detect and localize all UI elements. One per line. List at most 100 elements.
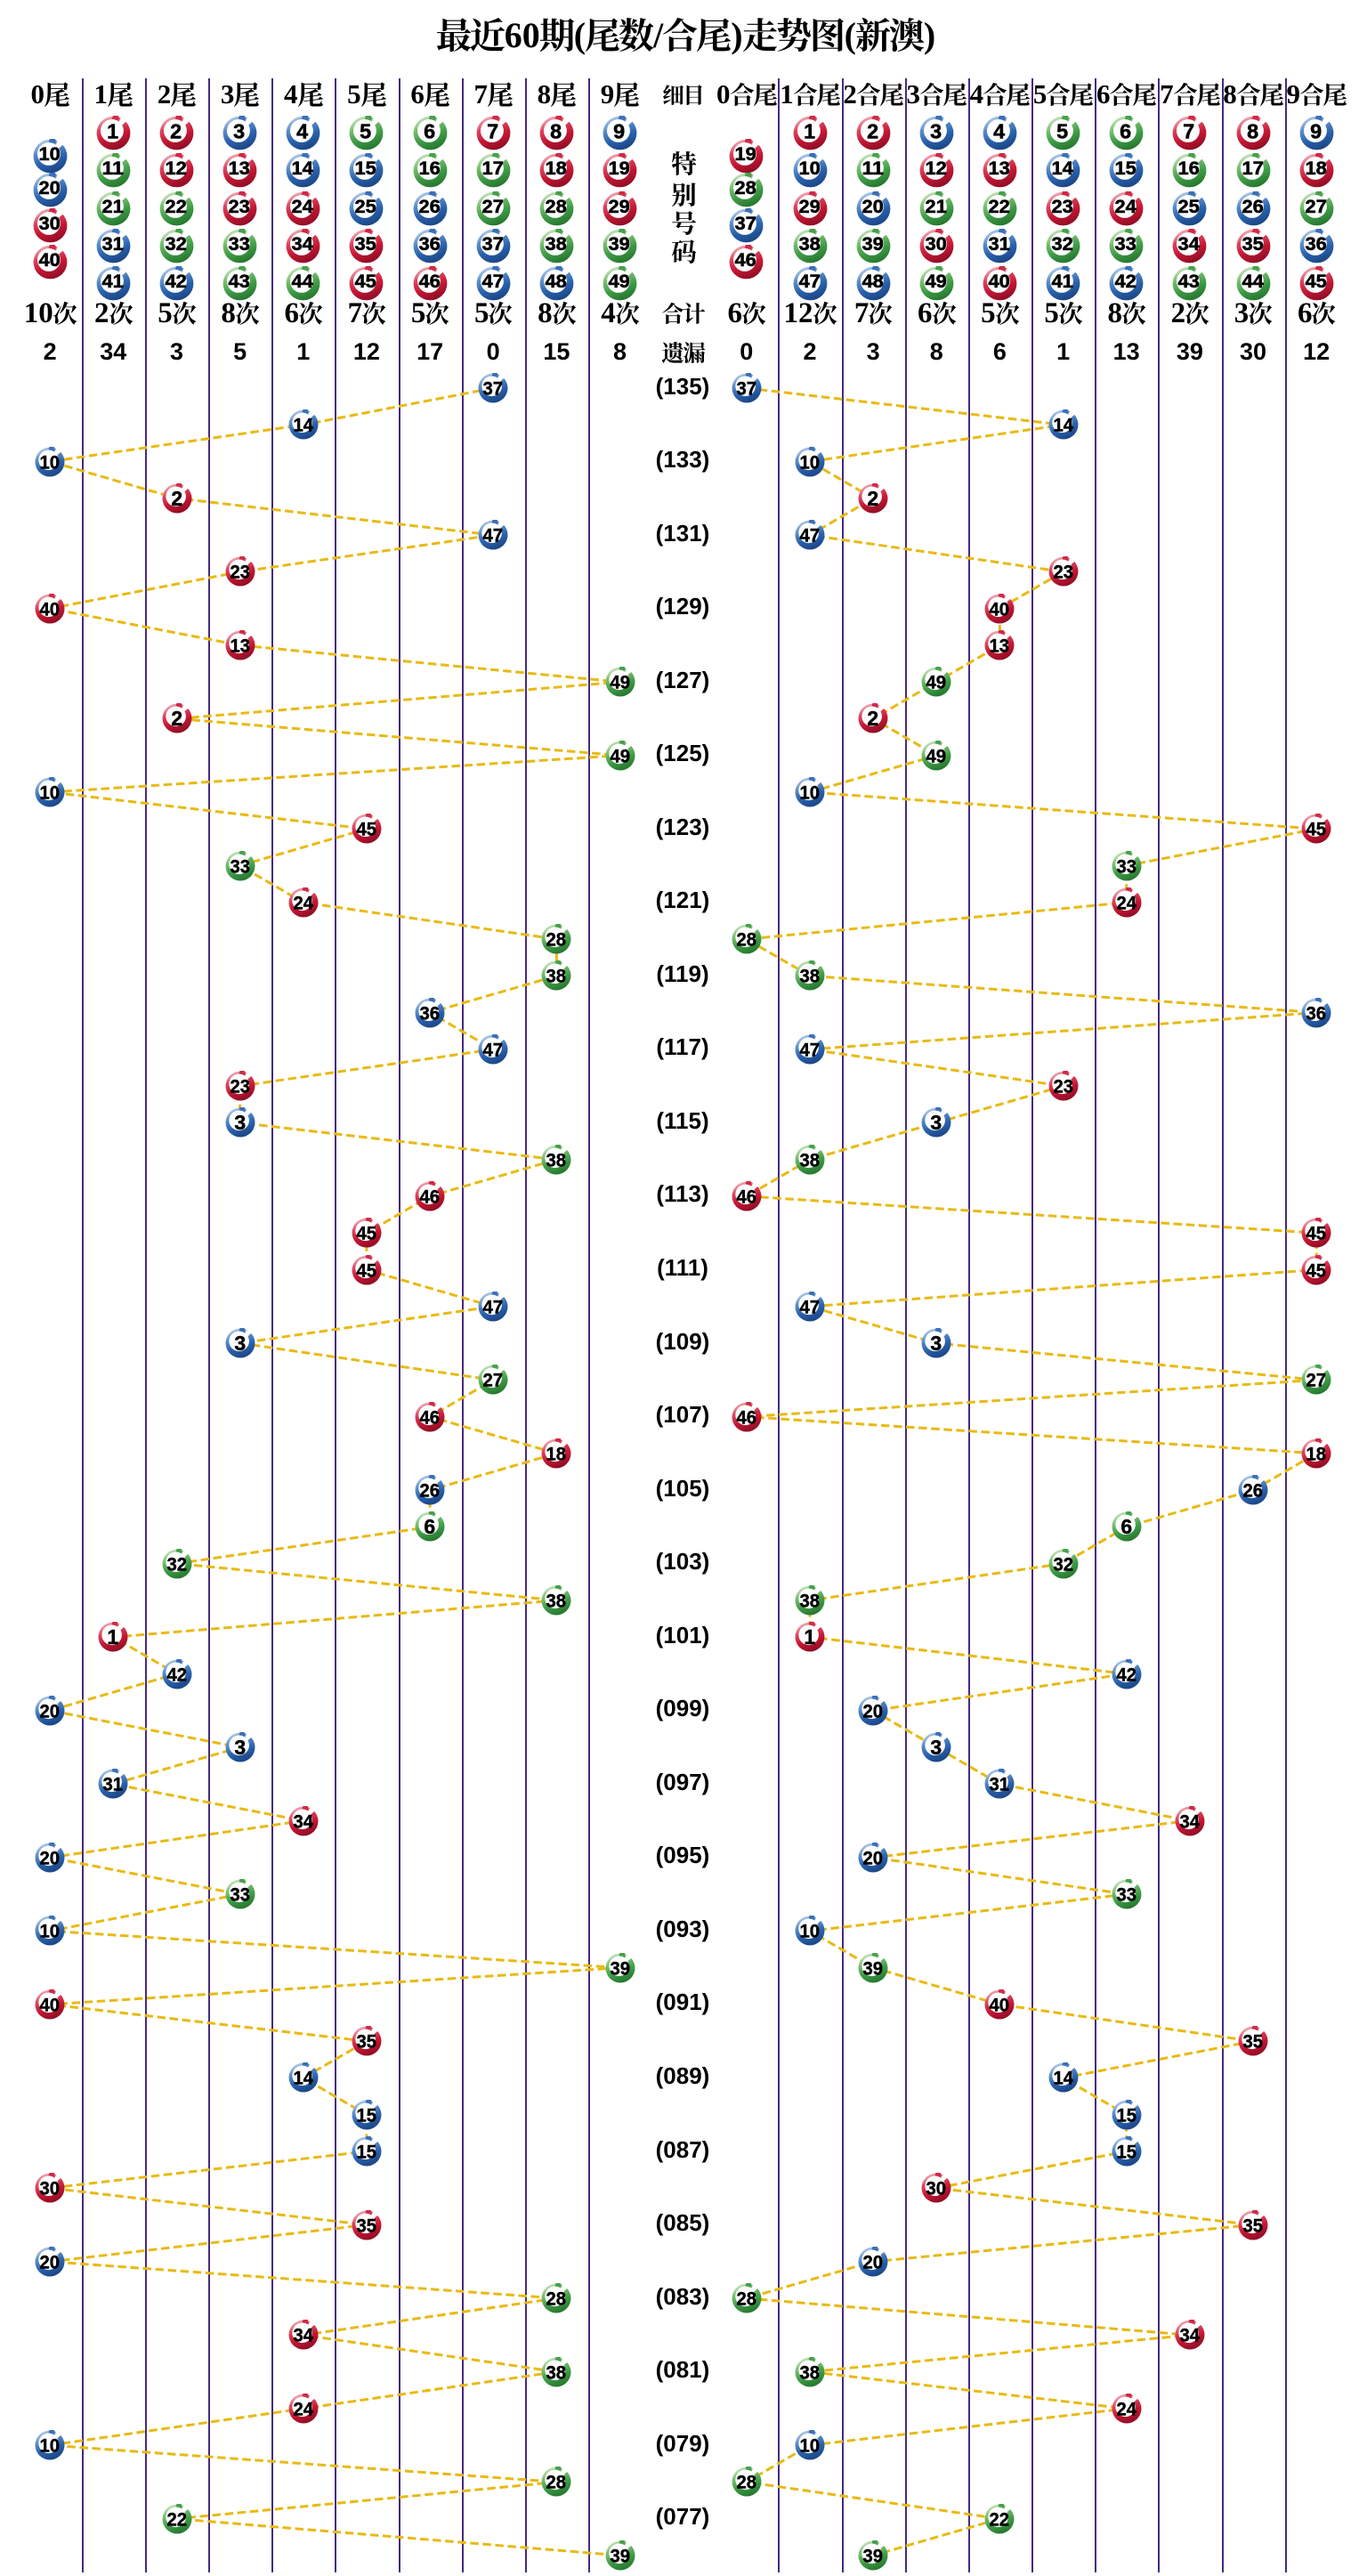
svg-text:34: 34 bbox=[1178, 234, 1201, 255]
svg-text:13: 13 bbox=[990, 635, 1010, 657]
svg-text:24: 24 bbox=[1116, 891, 1136, 913]
svg-text:38: 38 bbox=[545, 234, 567, 255]
svg-text:10: 10 bbox=[40, 782, 61, 804]
svg-text:22: 22 bbox=[988, 196, 1009, 216]
svg-text:26: 26 bbox=[420, 1479, 441, 1502]
svg-text:32: 32 bbox=[166, 1552, 187, 1575]
svg-text:20: 20 bbox=[863, 1846, 884, 1868]
svg-text:45: 45 bbox=[1305, 271, 1327, 291]
svg-text:45: 45 bbox=[356, 1222, 376, 1244]
svg-text:15: 15 bbox=[1115, 158, 1137, 179]
svg-text:19: 19 bbox=[735, 144, 756, 165]
svg-text:41: 41 bbox=[1052, 271, 1074, 291]
svg-text:31: 31 bbox=[103, 1773, 124, 1795]
svg-text:41: 41 bbox=[101, 271, 124, 291]
svg-text:49: 49 bbox=[610, 744, 630, 766]
svg-text:48: 48 bbox=[545, 271, 567, 291]
svg-text:40: 40 bbox=[990, 1994, 1010, 2016]
svg-text:2: 2 bbox=[171, 708, 182, 731]
svg-text:39: 39 bbox=[610, 1956, 630, 1979]
svg-text:17: 17 bbox=[1242, 158, 1263, 179]
svg-text:34: 34 bbox=[1179, 1810, 1200, 1832]
svg-text:3: 3 bbox=[931, 1736, 942, 1759]
svg-text:46: 46 bbox=[420, 1405, 441, 1428]
svg-text:1: 1 bbox=[108, 1625, 119, 1648]
svg-text:7: 7 bbox=[487, 119, 498, 142]
svg-text:26: 26 bbox=[418, 196, 440, 216]
svg-text:14: 14 bbox=[1052, 158, 1074, 179]
svg-text:40: 40 bbox=[988, 271, 1009, 291]
svg-text:47: 47 bbox=[799, 524, 820, 547]
svg-text:39: 39 bbox=[608, 234, 629, 255]
svg-text:21: 21 bbox=[925, 196, 947, 216]
svg-text:34: 34 bbox=[1179, 2324, 1200, 2346]
svg-text:38: 38 bbox=[546, 965, 567, 987]
svg-text:10: 10 bbox=[38, 144, 60, 165]
svg-text:26: 26 bbox=[1242, 196, 1263, 216]
svg-text:36: 36 bbox=[418, 234, 440, 255]
svg-text:22: 22 bbox=[990, 2507, 1010, 2530]
svg-text:20: 20 bbox=[40, 1699, 61, 1721]
svg-text:22: 22 bbox=[165, 196, 186, 216]
svg-text:21: 21 bbox=[101, 196, 124, 216]
svg-text:32: 32 bbox=[1052, 234, 1073, 255]
svg-text:33: 33 bbox=[230, 855, 250, 877]
svg-text:12: 12 bbox=[165, 158, 186, 179]
svg-text:39: 39 bbox=[861, 234, 883, 255]
svg-text:28: 28 bbox=[545, 196, 567, 216]
svg-text:10: 10 bbox=[799, 782, 820, 804]
svg-text:45: 45 bbox=[356, 818, 376, 840]
svg-text:38: 38 bbox=[799, 1590, 820, 1612]
svg-text:20: 20 bbox=[863, 2250, 884, 2272]
svg-text:45: 45 bbox=[1306, 1259, 1327, 1281]
svg-text:40: 40 bbox=[40, 1994, 61, 2016]
svg-text:34: 34 bbox=[292, 234, 314, 255]
svg-text:23: 23 bbox=[230, 1075, 250, 1098]
svg-text:18: 18 bbox=[1306, 1442, 1327, 1464]
svg-text:45: 45 bbox=[1306, 818, 1327, 840]
svg-text:24: 24 bbox=[1115, 196, 1137, 216]
svg-text:18: 18 bbox=[1305, 158, 1327, 179]
svg-text:35: 35 bbox=[1242, 2030, 1263, 2053]
svg-text:32: 32 bbox=[165, 234, 186, 255]
svg-text:2: 2 bbox=[170, 119, 182, 142]
svg-text:2: 2 bbox=[867, 487, 878, 510]
svg-text:23: 23 bbox=[229, 196, 250, 216]
svg-text:1: 1 bbox=[804, 1625, 815, 1648]
svg-text:9: 9 bbox=[1310, 119, 1322, 142]
svg-text:18: 18 bbox=[545, 158, 567, 179]
svg-text:47: 47 bbox=[798, 271, 820, 291]
svg-text:47: 47 bbox=[799, 1295, 820, 1317]
svg-text:30: 30 bbox=[40, 2177, 61, 2199]
svg-text:10: 10 bbox=[799, 2434, 820, 2457]
svg-text:6: 6 bbox=[424, 119, 435, 142]
svg-text:36: 36 bbox=[420, 1001, 441, 1024]
svg-text:29: 29 bbox=[608, 196, 629, 216]
svg-text:47: 47 bbox=[483, 524, 504, 547]
svg-text:6: 6 bbox=[1120, 119, 1131, 142]
svg-text:49: 49 bbox=[925, 271, 946, 291]
svg-text:28: 28 bbox=[546, 2288, 567, 2310]
svg-text:37: 37 bbox=[483, 377, 504, 400]
svg-text:28: 28 bbox=[736, 2288, 756, 2310]
svg-text:20: 20 bbox=[40, 1846, 61, 1868]
svg-text:33: 33 bbox=[1115, 234, 1136, 255]
svg-text:5: 5 bbox=[1056, 119, 1068, 142]
svg-text:45: 45 bbox=[356, 1259, 376, 1281]
svg-text:27: 27 bbox=[483, 1369, 504, 1391]
svg-text:3: 3 bbox=[233, 119, 245, 142]
svg-text:7: 7 bbox=[1184, 119, 1195, 142]
svg-text:31: 31 bbox=[990, 1773, 1010, 1795]
svg-text:13: 13 bbox=[229, 158, 250, 179]
svg-text:3: 3 bbox=[930, 119, 942, 142]
svg-text:40: 40 bbox=[40, 597, 61, 620]
svg-text:2: 2 bbox=[867, 708, 878, 731]
svg-text:23: 23 bbox=[230, 561, 250, 583]
svg-text:25: 25 bbox=[1178, 196, 1201, 216]
svg-text:3: 3 bbox=[234, 1736, 246, 1759]
svg-text:15: 15 bbox=[356, 2103, 376, 2126]
svg-text:24: 24 bbox=[292, 196, 314, 216]
svg-text:3: 3 bbox=[234, 1112, 246, 1135]
svg-text:38: 38 bbox=[798, 234, 821, 255]
svg-text:6: 6 bbox=[424, 1516, 435, 1539]
